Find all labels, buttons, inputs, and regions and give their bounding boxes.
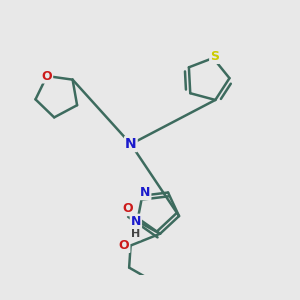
Text: N: N (131, 215, 141, 228)
Text: N: N (140, 186, 150, 199)
Text: O: O (122, 202, 133, 215)
Text: O: O (119, 239, 129, 252)
Text: N: N (125, 137, 137, 151)
Text: S: S (210, 50, 219, 63)
Text: H: H (131, 230, 140, 239)
Text: O: O (42, 70, 52, 83)
